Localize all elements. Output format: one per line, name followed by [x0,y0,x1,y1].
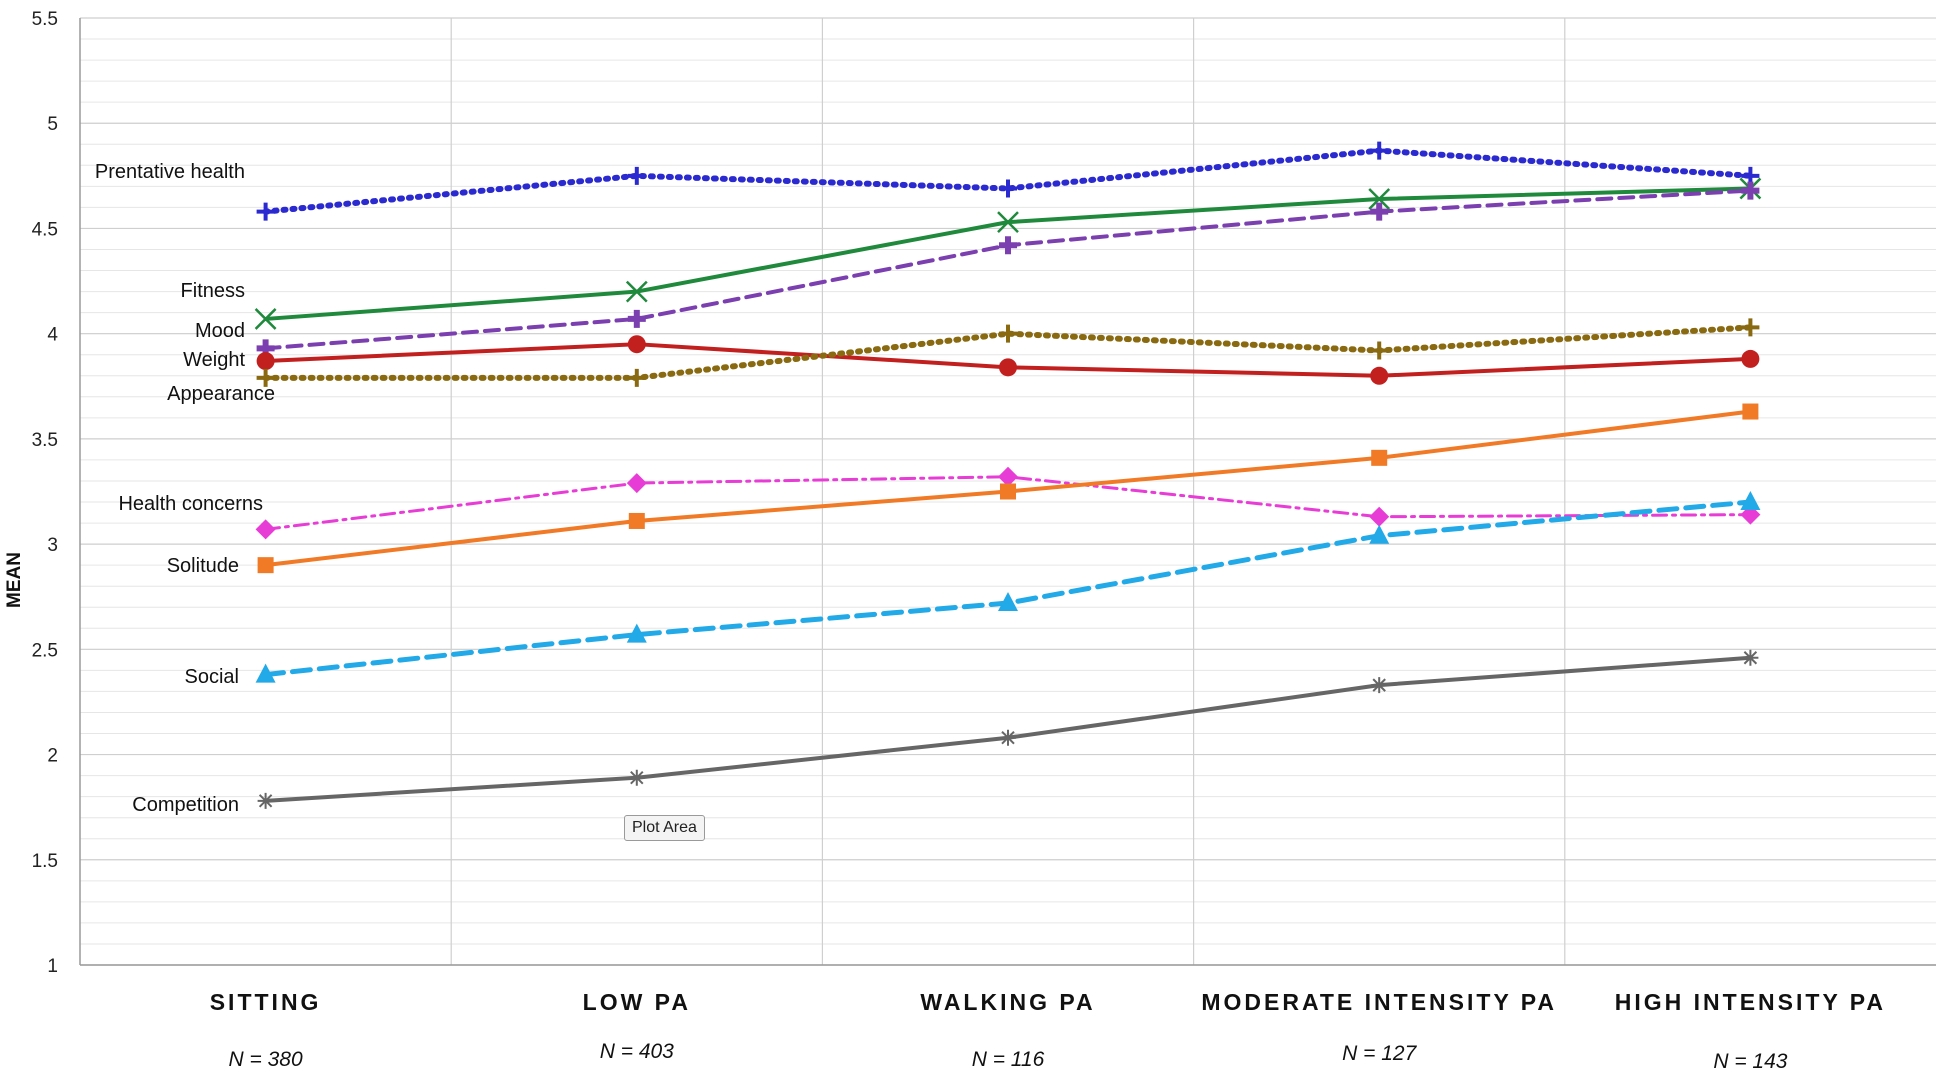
series-label: Mood [195,320,245,342]
series-label: Social [185,666,239,688]
series-label: Weight [183,349,245,371]
y-tick-label: 2 [47,746,58,767]
data-point-marker [1741,349,1760,368]
series-labels: Prentative health Fitness Mood Weight Appear… [95,161,275,816]
data-point-marker [1370,341,1389,360]
data-point-marker [1742,649,1759,666]
n-label: N = 380 [229,1048,303,1071]
data-point-marker [625,280,648,303]
x-category-label: MODERATE INTENSITY PA [1201,989,1557,1015]
series-label: Fitness [181,280,245,302]
data-point-marker [999,358,1017,377]
x-category-label: SITTING [210,989,322,1015]
y-tick-label: 3.5 [32,430,58,451]
data-point-marker [256,368,275,387]
n-label: N = 403 [600,1040,674,1063]
series-line [263,655,1753,803]
y-tick-label: 2.5 [32,640,58,661]
data-point-marker [627,166,646,185]
data-point-marker [627,368,646,387]
series-markers [254,141,1762,809]
data-point-marker [1370,141,1389,160]
x-category-labels: SITTING LOW PA WALKING PA MODERATE INTENSIT… [210,989,1886,1015]
data-point-marker [628,512,645,529]
data-point-marker [999,236,1017,255]
data-point-marker [256,202,275,221]
n-label: N = 127 [1342,1042,1417,1065]
plot-area-tooltip: Plot Area [624,815,705,841]
data-point-marker [1370,202,1389,221]
series-label: Competition [132,794,239,816]
y-tick-label: 4 [47,325,58,346]
y-tick-label: 1.5 [32,851,58,872]
data-point-marker [998,466,1018,487]
data-point-marker [1368,188,1391,210]
y-tick-label: 1 [47,956,58,977]
x-category-label: WALKING PA [920,989,1095,1015]
x-category-label: HIGH INTENSITY PA [1615,989,1886,1015]
series-line [263,499,1753,678]
data-point-marker [1369,506,1390,527]
data-point-marker [1371,677,1388,694]
data-point-marker [999,179,1017,198]
data-point-marker [628,769,645,786]
data-point-marker [254,308,277,330]
data-point-marker [997,211,1019,234]
data-point-marker [1371,449,1388,466]
n-labels: N = 380 N = 403 N = 116 N = 127 N = 143 [229,1040,1788,1073]
data-point-marker [1740,491,1761,511]
x-category-label: LOW PA [583,989,691,1015]
n-label: N = 143 [1713,1050,1787,1073]
y-tick-labels: 1 1.5 2 2.5 3 3.5 4 4.5 5 5.5 [32,9,59,977]
data-point-marker [1741,181,1760,200]
data-point-marker [626,623,647,643]
y-axis-label: MEAN [4,552,25,608]
data-point-marker [627,309,646,328]
data-point-marker [257,792,274,809]
series-label: Solitude [167,555,239,577]
y-tick-label: 5 [47,114,58,135]
data-point-marker [255,519,276,540]
y-tick-label: 5.5 [32,9,58,30]
data-point-marker [1742,403,1759,420]
data-point-marker [998,592,1018,612]
series-label: Appearance [167,383,275,405]
axes [79,18,1936,966]
data-point-marker [627,335,646,354]
data-point-marker [1741,318,1760,337]
data-point-marker [255,663,276,683]
data-point-marker [1000,729,1016,746]
data-point-marker [626,473,647,494]
data-point-marker [1000,483,1016,500]
data-point-marker [999,324,1017,343]
n-label: N = 116 [972,1048,1045,1071]
data-point-marker [1369,524,1390,544]
series-label: Prentative health [95,161,245,183]
data-point-marker [256,352,275,371]
y-tick-label: 3 [47,535,58,556]
data-point-marker [257,557,274,574]
data-point-marker [1370,366,1389,385]
y-tick-label: 4.5 [32,219,58,240]
series-label: Health concerns [118,493,263,515]
